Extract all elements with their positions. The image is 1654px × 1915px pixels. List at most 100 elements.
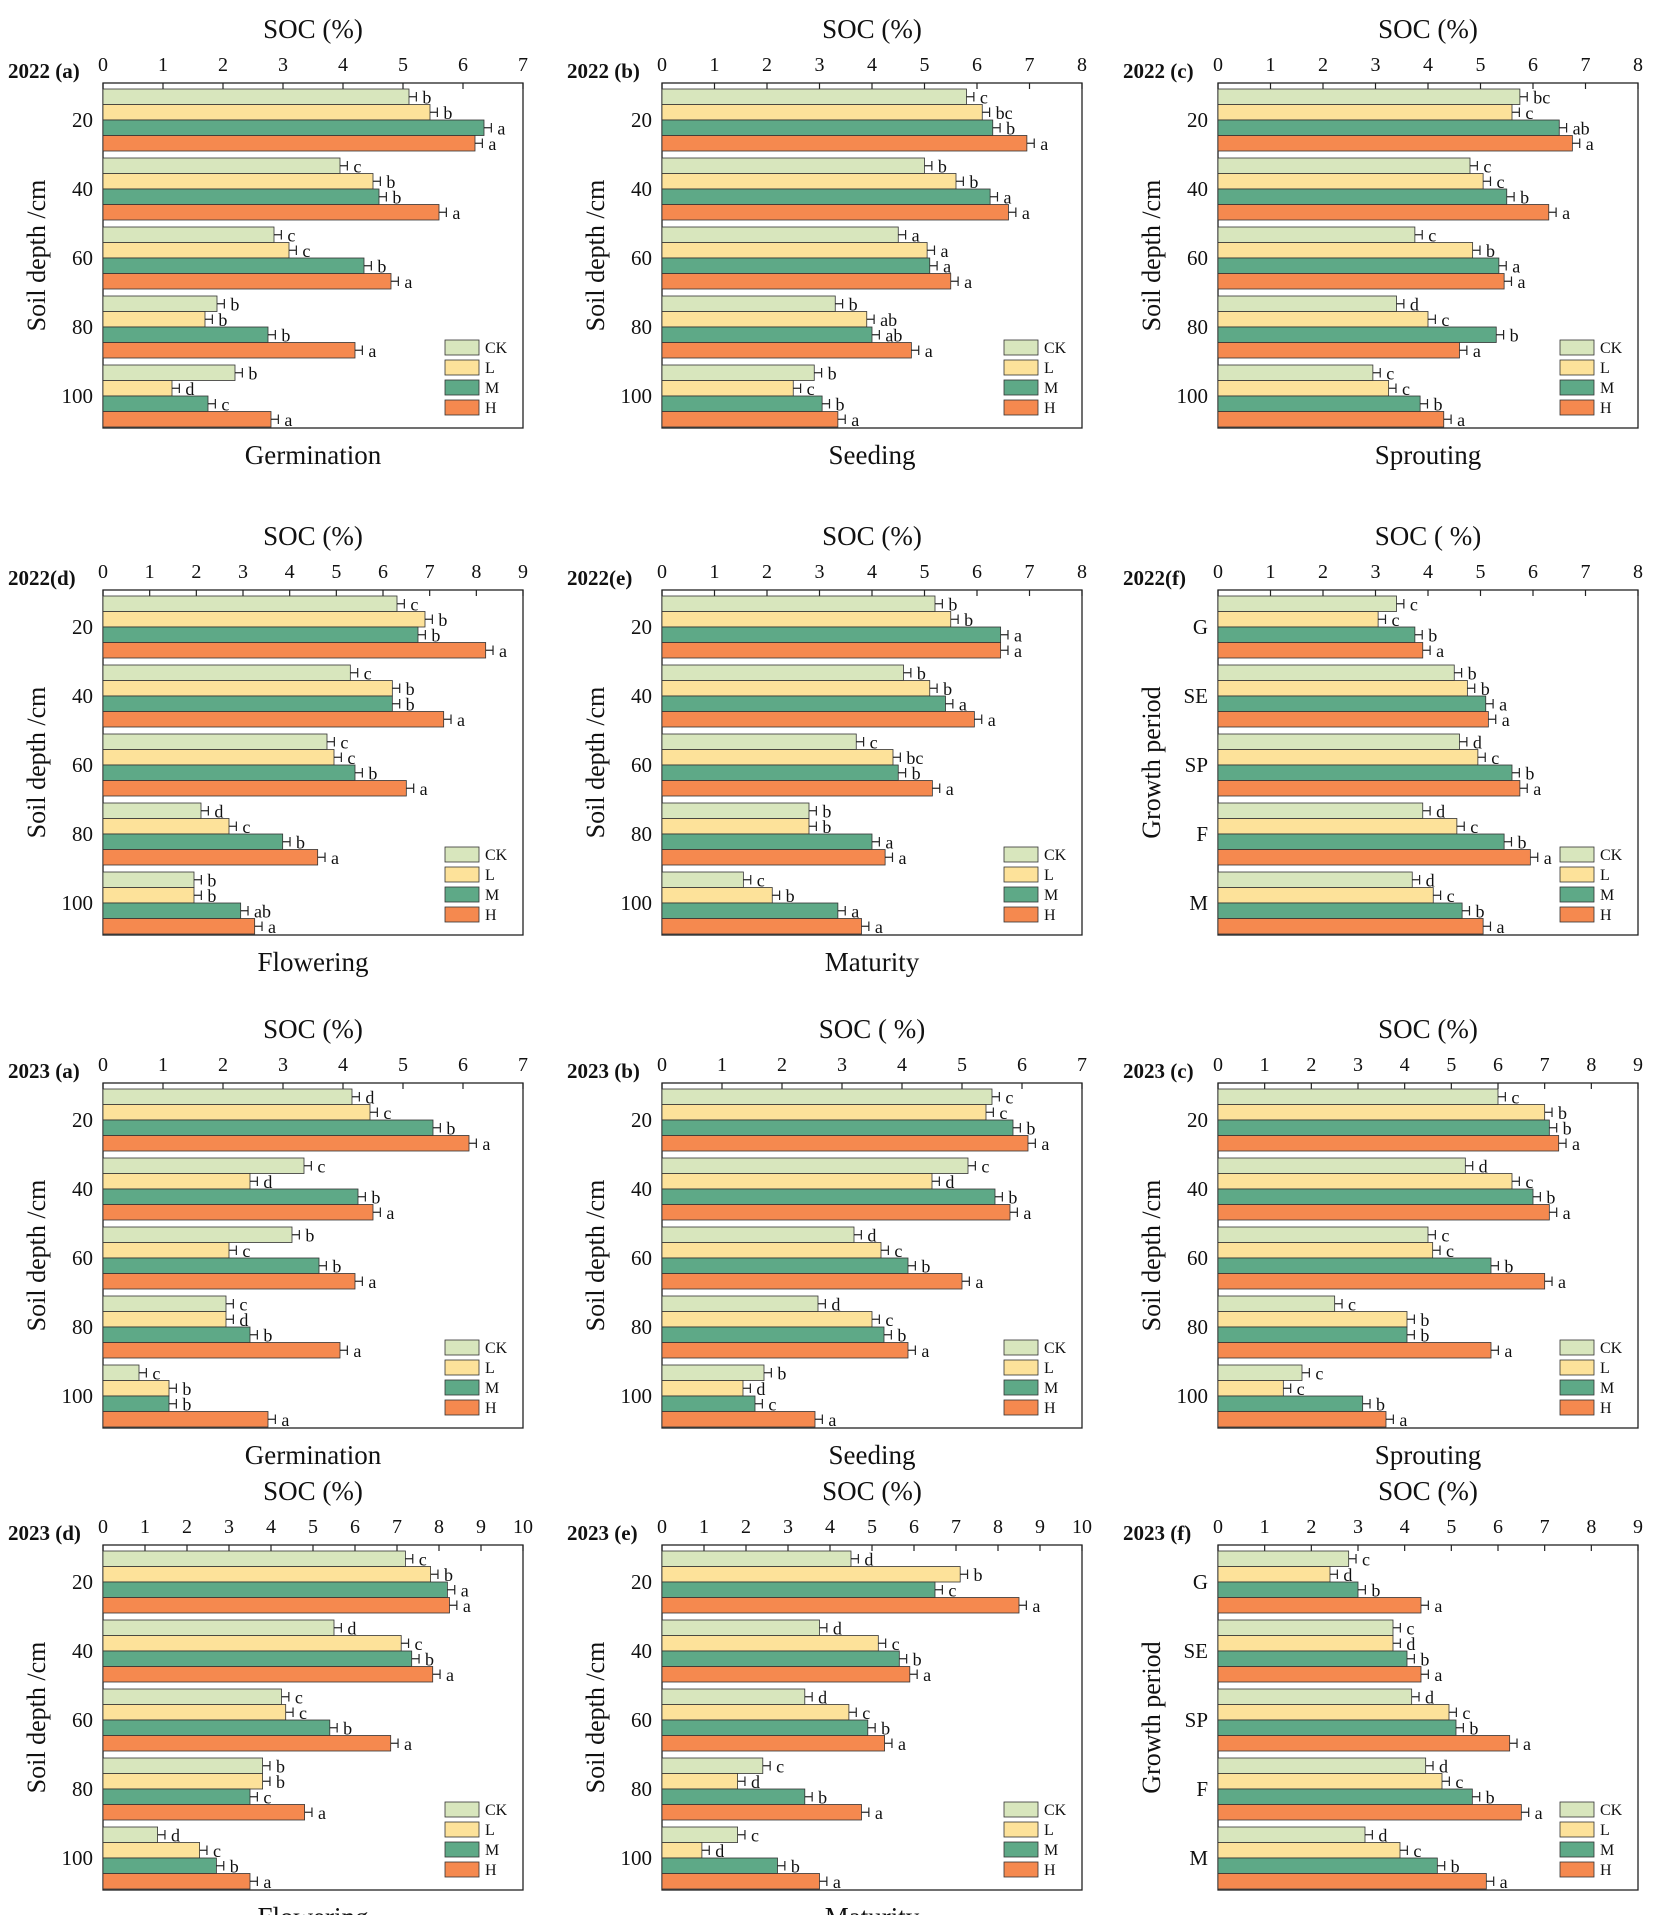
y-tick-label: 60	[631, 1708, 652, 1732]
significance-letter: b	[422, 88, 431, 108]
significance-letter: b	[818, 1788, 827, 1808]
legend-label-H: H	[1044, 400, 1056, 417]
y-tick-label: 20	[1187, 108, 1208, 132]
legend-label-L: L	[485, 1822, 495, 1839]
panel-label: 2022(e)	[567, 566, 632, 590]
bar-L-100	[102, 380, 173, 397]
significance-letter: b	[444, 1565, 453, 1585]
bar-L-80	[661, 1311, 873, 1328]
significance-letter: c	[1348, 1295, 1356, 1315]
bar-H-60	[102, 780, 407, 797]
bar-L-40	[1217, 173, 1484, 190]
significance-letter: b	[281, 326, 290, 346]
bar-L-100	[102, 887, 195, 904]
significance-letter: d	[756, 1379, 765, 1399]
bar-M-40	[661, 1188, 996, 1205]
significance-letter: a	[281, 1410, 289, 1430]
significance-letter: c	[1446, 1241, 1454, 1261]
bar-CK-20	[661, 88, 967, 105]
x-tick-label: 4	[1400, 1516, 1410, 1538]
x-axis-label: Germination	[245, 1440, 382, 1470]
significance-letter: b	[881, 1719, 890, 1739]
significance-letter: a	[1496, 917, 1504, 937]
x-tick-label: 7	[392, 1516, 402, 1538]
significance-letter: b	[248, 364, 257, 384]
y-axis-label: Soil depth /cm	[1137, 1180, 1166, 1332]
x-tick-label: 5	[867, 1516, 877, 1538]
significance-letter: b	[1433, 395, 1442, 415]
x-tick-label: 3	[837, 1054, 847, 1076]
bar-L-M	[1217, 1842, 1401, 1859]
significance-letter: b	[182, 1379, 191, 1399]
bar-CK-40	[661, 1619, 820, 1636]
legend-label-H: H	[485, 400, 497, 417]
y-tick-label: 20	[72, 615, 93, 639]
bar-M-100	[102, 902, 242, 919]
y-tick-label: 20	[1187, 1108, 1208, 1132]
significance-letter: d	[945, 1172, 954, 1192]
panel-label: 2023 (d)	[8, 1521, 81, 1545]
bar-M-80	[102, 1788, 251, 1805]
significance-letter: a	[925, 341, 933, 361]
legend-swatch-M	[444, 1841, 480, 1858]
significance-letter: c	[364, 664, 372, 684]
legend-swatch-CK	[444, 1339, 480, 1356]
legend-swatch-M	[1003, 886, 1039, 903]
bar-L-60	[102, 1704, 287, 1721]
bar-H-SE	[1217, 711, 1489, 728]
bar-L-80	[661, 311, 868, 328]
legend-swatch-M	[1559, 886, 1595, 903]
significance-letter: a	[1436, 641, 1444, 661]
bar-CK-60	[661, 226, 899, 243]
significance-letter: a	[1457, 410, 1465, 430]
bar-L-60	[661, 1242, 882, 1259]
bar-M-100	[102, 1857, 217, 1874]
bar-CK-F	[1217, 1757, 1427, 1774]
bar-H-100	[661, 1873, 820, 1890]
significance-letter: a	[482, 1134, 490, 1154]
x-axis-label: Flowering	[258, 947, 369, 977]
x-tick-label: 2	[1318, 561, 1328, 583]
x-tick-label: 5	[398, 1054, 408, 1076]
bar-H-80	[102, 1804, 306, 1821]
bar-L-60	[102, 1242, 230, 1259]
x-tick-label: 2	[191, 561, 201, 583]
bar-L-80	[102, 818, 230, 835]
significance-letter: c	[340, 733, 348, 753]
bar-L-40	[1217, 1173, 1513, 1190]
y-tick-label: 100	[621, 891, 653, 915]
significance-letter: b	[392, 188, 401, 208]
panel-label: 2023 (e)	[567, 1521, 638, 1545]
x-tick-label: 4	[266, 1516, 276, 1538]
panel-label: 2023 (f)	[1123, 1521, 1191, 1545]
x-tick-label: 1	[158, 1054, 168, 1076]
bar-M-20	[1217, 119, 1560, 136]
significance-letter: b	[1475, 902, 1484, 922]
legend-swatch-L	[444, 1821, 480, 1838]
bar-CK-80	[661, 295, 836, 312]
significance-letter: a	[1399, 1410, 1407, 1430]
significance-letter: d	[1410, 295, 1419, 315]
y-axis-label: Soil depth /cm	[581, 180, 610, 332]
significance-letter: b	[921, 1257, 930, 1277]
x-tick-label: 4	[1400, 1054, 1410, 1076]
x-tick-label: 1	[710, 561, 720, 583]
bar-M-20	[661, 626, 1002, 643]
legend-label-CK: CK	[1600, 847, 1623, 864]
x-tick-label: 8	[993, 1516, 1003, 1538]
legend-label-L: L	[1044, 1360, 1054, 1377]
bar-CK-80	[661, 1757, 764, 1774]
legend-swatch-L	[444, 866, 480, 883]
significance-letter: a	[1023, 1203, 1031, 1223]
bar-L-M	[1217, 887, 1434, 904]
y-tick-label: 100	[1177, 384, 1209, 408]
bar-M-80	[102, 833, 284, 850]
significance-letter: c	[807, 379, 815, 399]
significance-letter: c	[870, 733, 878, 753]
significance-letter: a	[1535, 1803, 1543, 1823]
bar-L-60	[661, 1704, 850, 1721]
x-tick-label: 0	[98, 1054, 108, 1076]
x-tick-label: 0	[98, 54, 108, 76]
bar-H-20	[102, 642, 487, 659]
bar-H-20	[1217, 1135, 1560, 1152]
